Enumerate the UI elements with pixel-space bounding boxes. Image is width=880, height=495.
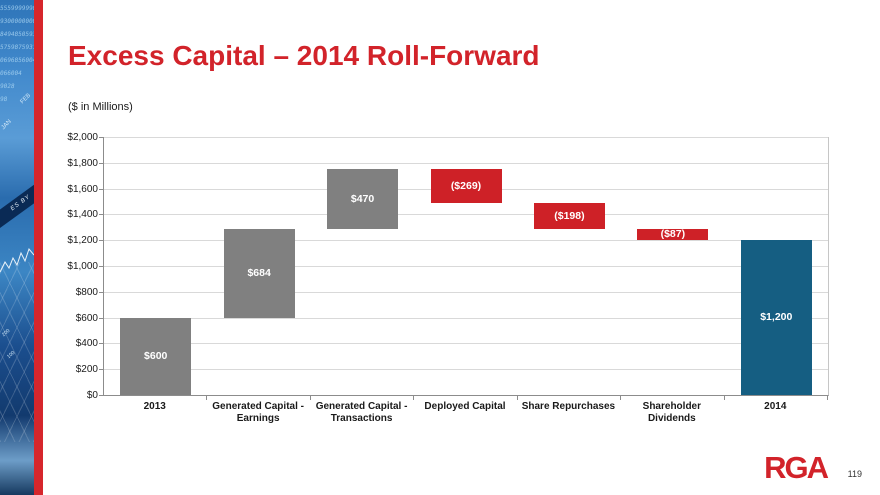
bar-3: $470 xyxy=(327,168,399,230)
sidebar-number-string: 8494850593 xyxy=(0,31,34,38)
x-tick-mark xyxy=(206,396,208,400)
y-tick-mark xyxy=(99,214,103,216)
x-tick-mark xyxy=(413,396,415,400)
y-tick-label: $1,600 xyxy=(67,183,98,195)
bar-6: ($87) xyxy=(637,228,709,241)
bar-1: $600 xyxy=(120,317,192,395)
bar-value-label: ($87) xyxy=(660,228,686,241)
sidebar-number-string: 9300000000 xyxy=(0,18,34,25)
x-category-label: Shareholder Dividends xyxy=(642,401,702,424)
bar-4: ($269) xyxy=(430,168,502,204)
y-tick-label: $1,800 xyxy=(67,157,98,169)
bar-value-label: $684 xyxy=(247,266,271,279)
sidebar-number-string: 066004 xyxy=(0,70,23,77)
x-tick-mark xyxy=(309,396,311,400)
y-tick-mark xyxy=(99,343,103,345)
x-tick-mark xyxy=(620,396,622,400)
gridline xyxy=(104,369,828,371)
sidebar-banner: ES BY xyxy=(0,176,34,231)
x-category-label: Generated Capital - Earnings xyxy=(212,401,304,424)
y-tick-mark xyxy=(99,137,103,138)
bar-value-label: $470 xyxy=(350,192,375,205)
y-tick-label: $800 xyxy=(75,286,98,298)
sidebar-sparkline xyxy=(0,247,34,273)
y-tick-mark xyxy=(99,369,103,371)
y-tick-label: $0 xyxy=(86,390,98,401)
red-accent-stripe xyxy=(34,0,43,495)
gridline xyxy=(104,162,828,164)
y-tick-mark xyxy=(99,395,103,396)
sidebar-number-string: 5559999990 xyxy=(0,5,34,12)
units-note: ($ in Millions) xyxy=(68,101,133,113)
gridline xyxy=(104,266,828,267)
y-tick-mark xyxy=(99,291,103,293)
y-tick-label: $200 xyxy=(75,364,98,376)
gridline xyxy=(104,317,828,319)
y-tick-label: $1,000 xyxy=(67,261,98,272)
page-number: 119 xyxy=(847,469,862,479)
sidebar-number-string: 5759875931 xyxy=(0,44,34,51)
y-tick-mark xyxy=(99,266,103,267)
y-tick-mark xyxy=(99,240,103,242)
x-tick-mark xyxy=(516,396,518,400)
y-tick-label: $1,400 xyxy=(67,209,98,221)
gridline xyxy=(104,214,828,216)
y-tick-label: $600 xyxy=(75,312,98,324)
bar-value-label: ($198) xyxy=(554,209,585,222)
sidebar-number-string: 9028 xyxy=(0,83,15,90)
plot-area: $600 $684 $470 ($269) ($198) ($87) $1,200 xyxy=(103,137,829,396)
y-tick-mark xyxy=(99,317,103,319)
y-tick-mark xyxy=(99,188,103,190)
x-tick-mark xyxy=(827,396,828,400)
sidebar-decoration: 5559999990 9300000000 8494850593 5759875931… xyxy=(0,0,34,495)
gridline xyxy=(104,240,828,242)
page-title: Excess Capital – 2014 Roll-Forward xyxy=(68,40,540,71)
x-category-label: 2013 xyxy=(143,401,166,412)
x-category-label: Generated Capital - Transactions xyxy=(315,401,408,424)
bar-2: $684 xyxy=(223,229,295,318)
bar-value-label: $600 xyxy=(144,349,168,362)
x-category-label: Share Repurchases xyxy=(521,401,616,412)
y-tick-label: $400 xyxy=(75,338,98,350)
gridline xyxy=(104,343,828,345)
sidebar-grid-pattern xyxy=(0,262,34,442)
sidebar-month-jan: JAN xyxy=(0,118,13,132)
sidebar-number-collage: 5559999990 9300000000 8494850593 5759875931… xyxy=(0,2,34,106)
bar-7: $1,200 xyxy=(740,240,812,395)
y-tick-label: $1,200 xyxy=(67,235,98,247)
x-category-label: Deployed Capital xyxy=(424,401,506,412)
rga-logo: RGA xyxy=(764,450,829,485)
x-category-label: 2014 xyxy=(764,401,787,412)
bar-value-label: ($269) xyxy=(450,179,482,192)
y-tick-label: $2,000 xyxy=(67,132,98,143)
bar-5: ($198) xyxy=(533,203,605,229)
y-tick-mark xyxy=(99,162,103,164)
sidebar-number-string: 0696856004 xyxy=(0,57,34,64)
gridline xyxy=(104,291,828,293)
gridline xyxy=(104,137,828,138)
x-tick-mark xyxy=(723,396,725,400)
bar-value-label: $1,200 xyxy=(760,311,793,324)
